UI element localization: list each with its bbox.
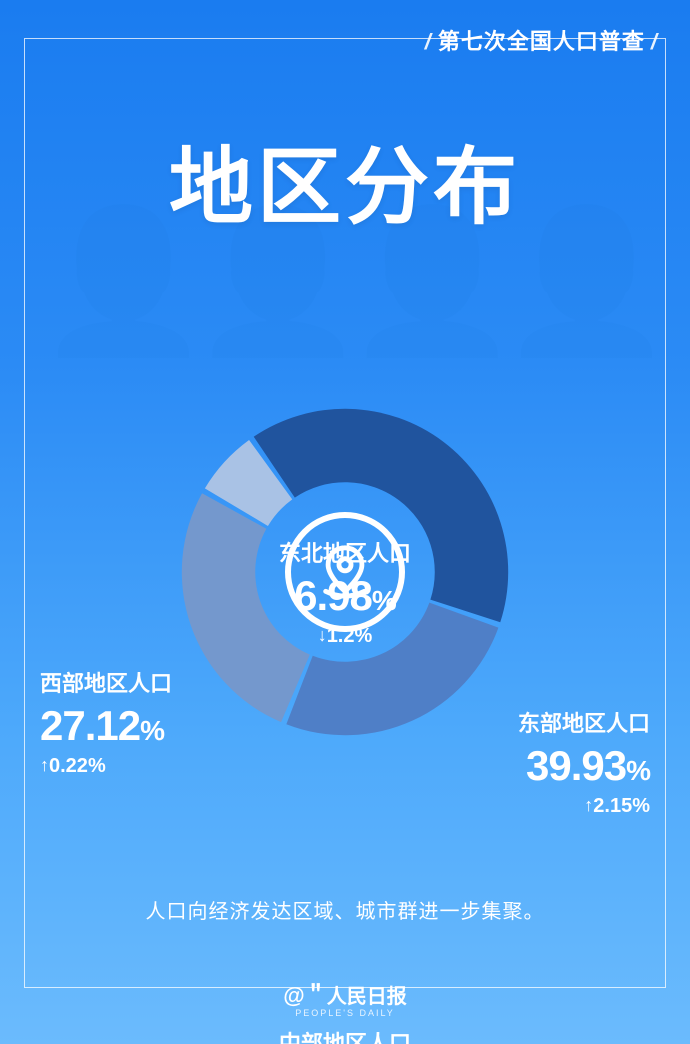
at-icon: @＂	[283, 983, 326, 1008]
label-change: ↑0.22%	[40, 753, 172, 779]
label-east: 东部地区人口 39.93% ↑2.15%	[518, 710, 650, 819]
page-title: 地区分布	[0, 120, 690, 241]
label-west: 西部地区人口 27.12% ↑0.22%	[40, 670, 172, 779]
center-circle	[285, 512, 405, 632]
map-pin-icon	[316, 543, 374, 601]
slice-east	[253, 345, 554, 678]
donut-chart	[175, 402, 515, 742]
label-change: ↑2.15%	[518, 793, 650, 819]
page: 👤👤👤👤 /第七次全国人口普查/ 地区分布 东北地区人口 6.98% ↓1.2%…	[0, 0, 690, 1044]
chart-area: 东北地区人口 6.98% ↓1.2% 东部地区人口 39.93% ↑2.15% …	[0, 280, 690, 864]
arrow-up-icon: ↑	[40, 755, 49, 775]
label-central: 中部地区人口 25.83% ↓0.79%	[0, 1030, 690, 1044]
source-footer: @＂人民日报 PEOPLE'S DAILY	[0, 978, 690, 1018]
label-pct: 39.93%	[518, 739, 650, 794]
header-text: 第七次全国人口普查	[438, 29, 645, 54]
label-name: 东部地区人口	[518, 710, 650, 739]
source-sub: PEOPLE'S DAILY	[0, 1008, 690, 1018]
label-pct: 27.12%	[40, 699, 172, 754]
caption: 人口向经济发达区域、城市群进一步集聚。	[0, 895, 690, 924]
label-name: 中部地区人口	[0, 1030, 690, 1044]
source-name: 人民日报	[327, 986, 407, 1008]
slash-right: /	[645, 29, 664, 54]
header: /第七次全国人口普查/	[0, 24, 690, 56]
arrow-up-icon: ↑	[584, 795, 593, 815]
slash-left: /	[419, 29, 438, 54]
label-name: 西部地区人口	[40, 670, 172, 699]
